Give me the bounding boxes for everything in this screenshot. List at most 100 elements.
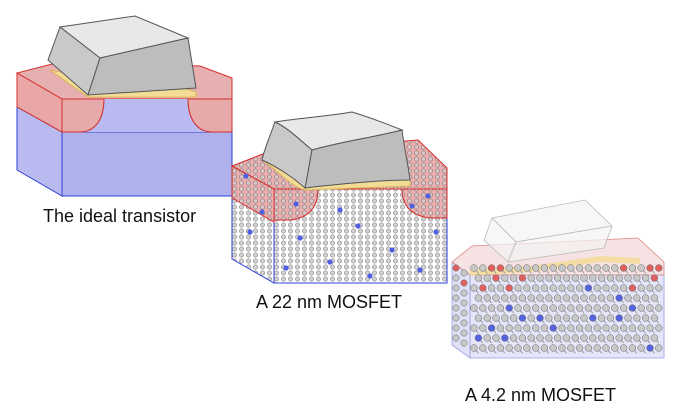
atom xyxy=(509,334,518,342)
atom xyxy=(496,324,505,332)
atom xyxy=(505,324,513,332)
atom xyxy=(536,334,544,342)
atom xyxy=(567,324,575,332)
atom xyxy=(460,269,468,277)
caption-4nm-mosfet: A 4.2 nm MOSFET xyxy=(465,385,617,405)
atom xyxy=(619,284,628,292)
atom xyxy=(523,264,531,272)
atom xyxy=(619,304,628,312)
atom xyxy=(540,324,549,332)
atom xyxy=(633,274,641,282)
atom xyxy=(470,344,478,352)
mosfet22-well-right xyxy=(401,188,448,219)
atom xyxy=(452,324,460,332)
atom xyxy=(646,344,654,352)
atom xyxy=(584,304,593,312)
atom xyxy=(567,284,575,292)
atom xyxy=(531,284,540,292)
atom xyxy=(527,314,535,322)
atom xyxy=(558,304,566,312)
atom xyxy=(641,274,650,282)
atom xyxy=(487,284,496,292)
atom xyxy=(567,344,575,352)
atom xyxy=(655,324,663,332)
atom xyxy=(602,264,610,272)
atom xyxy=(527,274,535,282)
atom xyxy=(492,334,500,342)
atom xyxy=(540,344,549,352)
atom xyxy=(531,344,540,352)
atom xyxy=(470,304,478,312)
atom xyxy=(523,324,531,332)
atom xyxy=(523,284,531,292)
atom xyxy=(509,314,518,322)
atom xyxy=(460,319,468,327)
atom xyxy=(637,304,645,312)
atom xyxy=(606,334,615,342)
atom xyxy=(558,284,566,292)
atom xyxy=(593,264,601,272)
atom xyxy=(545,314,553,322)
atom xyxy=(514,284,522,292)
atom xyxy=(655,304,663,312)
atom xyxy=(589,294,597,302)
atom xyxy=(460,299,468,307)
atom xyxy=(501,314,509,322)
atom xyxy=(624,314,632,322)
atom xyxy=(597,334,606,342)
atom xyxy=(641,294,650,302)
atom xyxy=(584,264,593,272)
atom xyxy=(584,324,593,332)
atom xyxy=(545,274,553,282)
atom xyxy=(580,294,588,302)
atom xyxy=(487,324,496,332)
atom xyxy=(650,294,659,302)
atom xyxy=(470,264,478,272)
atom xyxy=(483,314,491,322)
atom xyxy=(460,339,468,347)
atom xyxy=(571,294,579,302)
atom xyxy=(452,294,460,302)
atom xyxy=(615,294,623,302)
atom xyxy=(540,264,549,272)
atom xyxy=(597,294,606,302)
atom xyxy=(514,304,522,312)
atom xyxy=(501,294,509,302)
atom xyxy=(567,264,575,272)
atom xyxy=(540,284,549,292)
atom xyxy=(549,304,557,312)
atom xyxy=(460,329,468,337)
atom xyxy=(611,304,619,312)
atom xyxy=(646,264,654,272)
atom xyxy=(452,284,460,292)
atom xyxy=(536,314,544,322)
atom xyxy=(483,334,491,342)
atom xyxy=(655,344,663,352)
atom xyxy=(531,304,540,312)
atom xyxy=(615,334,623,342)
ideal-gate-front xyxy=(87,37,197,96)
atom xyxy=(646,284,654,292)
atom xyxy=(553,314,562,322)
atom xyxy=(509,274,518,282)
atom xyxy=(602,304,610,312)
atom xyxy=(545,334,553,342)
atom xyxy=(597,314,606,322)
atom xyxy=(474,294,483,302)
atom xyxy=(501,274,509,282)
atom xyxy=(553,274,562,282)
ideal-transistor xyxy=(15,15,233,197)
mosfet-4nm xyxy=(451,199,665,359)
atom xyxy=(584,344,593,352)
atom xyxy=(518,334,527,342)
atom xyxy=(536,274,544,282)
atom xyxy=(470,324,478,332)
atom xyxy=(545,294,553,302)
atom xyxy=(655,264,663,272)
atom xyxy=(637,264,645,272)
atom xyxy=(492,314,500,322)
atom xyxy=(474,314,483,322)
atom xyxy=(580,334,588,342)
atom xyxy=(567,304,575,312)
